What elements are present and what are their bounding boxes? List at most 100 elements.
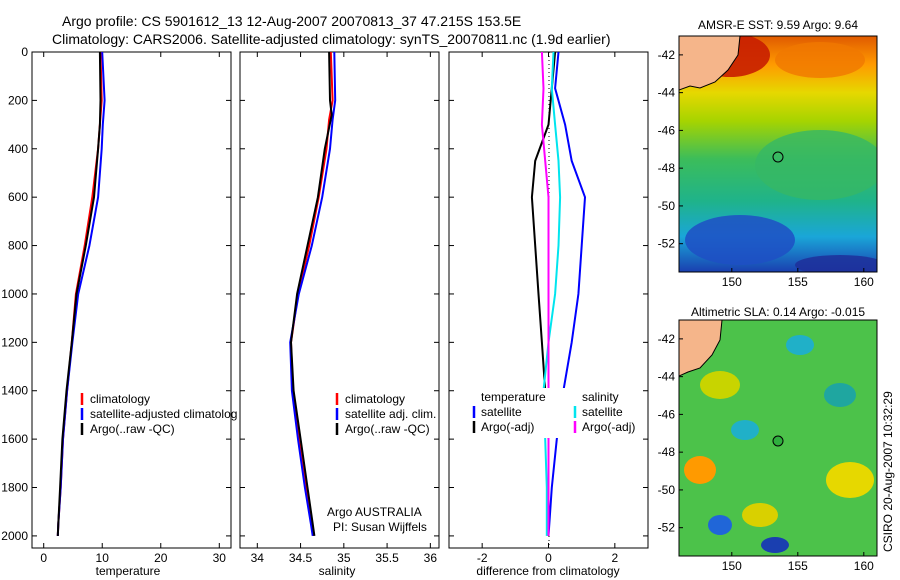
y-tick-label: 800 — [8, 239, 28, 253]
sla-map-title: Altimetric SLA: 0.14 Argo: -0.015 — [691, 305, 865, 319]
legend-label-argo: Argo(..raw -QC) — [90, 422, 175, 436]
x-tick-label: 36 — [424, 551, 438, 565]
land-tasmania — [679, 320, 723, 377]
x-tick-label: 20 — [154, 551, 168, 565]
x-tick-label: 34.5 — [289, 551, 313, 565]
x-tick-label: 35.5 — [375, 551, 399, 565]
sst-cold-region — [685, 215, 795, 265]
legend-title-salinity: salinity — [582, 390, 619, 404]
series-line-temperature-argo-adj — [530, 51, 557, 536]
map-y-tick-label: -44 — [658, 370, 676, 384]
map-y-tick-label: -52 — [658, 521, 676, 535]
header-line-1: Argo profile: CS 5901612_13 12-Aug-2007 … — [62, 13, 521, 29]
difference-legend: temperature satellite Argo(-adj) salinit… — [472, 388, 635, 438]
sla-low-4 — [761, 537, 789, 553]
sla-high-1 — [700, 371, 740, 399]
map-y-tick-label: -44 — [658, 86, 676, 100]
salinity-panel: 34 34.5 35 35.5 36 salinity climatology sate… — [239, 51, 440, 578]
map-y-tick-label: -48 — [658, 161, 676, 175]
y-tick-label: 2000 — [1, 529, 28, 543]
legend-title-temperature: temperature — [481, 390, 546, 404]
series-line-salinity-satellite — [542, 51, 562, 536]
temperature-legend: climatology satellite-adjusted climatolo… — [80, 392, 237, 436]
legend-label-temp-satellite: satellite — [481, 405, 522, 419]
sla-low-1 — [731, 420, 759, 440]
y-tick-label: 1200 — [1, 335, 28, 349]
legend-label-temp-argo: Argo(-adj) — [481, 420, 534, 434]
salinity-legend: climatology satellite adj. clim. Argo(..… — [335, 392, 436, 436]
map-y-tick-label: -46 — [658, 407, 676, 421]
y-tick-label: 400 — [8, 142, 28, 156]
x-tick-label: 35 — [337, 551, 351, 565]
temperature-panel: 0 200 400 600 800 1000 1200 1400 1600 1800 2000 0 1… — [1, 45, 237, 578]
x-tick-label: 2 — [611, 551, 618, 565]
legend-label-satellite: satellite-adjusted climatolog — [90, 407, 237, 421]
land-tasmania — [679, 36, 741, 91]
series-line-salinity-argo-adj — [540, 51, 550, 536]
y-tick-label: 1000 — [1, 287, 28, 301]
map-y-tick-label: -52 — [658, 237, 676, 251]
sla-low-2 — [786, 335, 814, 355]
legend-label-sal-satellite: satellite — [582, 405, 623, 419]
sla-high-3 — [742, 503, 778, 527]
temperature-axes-box — [31, 51, 232, 549]
argo-float-marker — [772, 151, 784, 163]
y-tick-label: 1800 — [1, 481, 28, 495]
sst-map-panel: AMSR-E SST: 9.59 Argo: 9.64 150 155 160 -42… — [658, 18, 878, 289]
x-tick-label: 34 — [251, 551, 265, 565]
series-line-argo-raw-qc — [290, 51, 333, 537]
map-x-tick-label: 160 — [854, 275, 874, 289]
sst-cold-region-2 — [795, 255, 877, 272]
x-tick-label: 30 — [213, 551, 227, 565]
legend-label-climatology: climatology — [90, 392, 150, 406]
sla-low-3 — [708, 515, 732, 535]
sla-high-4 — [684, 456, 716, 484]
x-tick-label: 0 — [545, 551, 552, 565]
salinity-axes-box — [239, 51, 440, 549]
series-line-satellite-adjusted-climatolog — [56, 51, 106, 536]
annotation-argo-australia: Argo AUSTRALIA — [327, 505, 422, 519]
y-tick-label: 0 — [21, 45, 28, 59]
sst-map-title: AMSR-E SST: 9.59 Argo: 9.64 — [698, 18, 858, 32]
x-tick-label: 10 — [96, 551, 110, 565]
map-y-tick-label: -48 — [658, 445, 676, 459]
y-tick-label: 1600 — [1, 432, 28, 446]
map-x-tick-label: 155 — [788, 275, 808, 289]
series-line-argo-raw-qc — [56, 51, 102, 536]
sst-green-region — [755, 130, 877, 200]
x-tick-label: 0 — [40, 551, 47, 565]
annotation-pi: PI: Susan Wijffels — [333, 520, 427, 534]
map-y-tick-label: -50 — [658, 483, 676, 497]
legend-label-satellite: satellite adj. clim. — [345, 407, 436, 421]
y-tick-label: 1400 — [1, 384, 28, 398]
difference-panel: -2 0 2 difference from climatology tempera… — [448, 51, 649, 578]
csiro-timestamp: CSIRO 20-Aug-2007 10:32:29 — [881, 391, 895, 552]
header-line-2: Climatology: CARS2006. Satellite-adjuste… — [52, 31, 610, 47]
series-line-satellite-adj-clim — [289, 51, 337, 537]
legend-label-argo: Argo(..raw -QC) — [345, 422, 430, 436]
sla-high-2 — [826, 462, 874, 498]
series-line-climatology — [56, 51, 103, 536]
map-x-tick-label: 150 — [722, 275, 742, 289]
x-tick-label: -2 — [477, 551, 488, 565]
map-y-tick-label: -46 — [658, 123, 676, 137]
sst-map-frame — [678, 35, 878, 273]
map-x-tick-label: 155 — [788, 559, 808, 573]
argo-float-marker — [772, 435, 784, 447]
sla-low-5 — [824, 383, 856, 407]
map-y-tick-label: -50 — [658, 199, 676, 213]
sla-map-panel: Altimetric SLA: 0.14 Argo: -0.015 150 155… — [658, 305, 878, 573]
map-y-tick-label: -42 — [658, 48, 676, 62]
series-line-temperature-satellite — [547, 51, 586, 536]
map-y-tick-label: -42 — [658, 332, 676, 346]
map-x-tick-label: 150 — [722, 559, 742, 573]
sst-warm-patch — [775, 42, 865, 78]
map-x-tick-label: 160 — [854, 559, 874, 573]
legend-label-sal-argo: Argo(-adj) — [582, 420, 635, 434]
legend-label-climatology: climatology — [345, 392, 405, 406]
salinity-xlabel: salinity — [319, 564, 356, 578]
temperature-xlabel: temperature — [96, 564, 161, 578]
y-tick-label: 600 — [8, 190, 28, 204]
difference-legend-bg — [475, 388, 625, 438]
difference-xlabel: difference from climatology — [476, 564, 619, 578]
